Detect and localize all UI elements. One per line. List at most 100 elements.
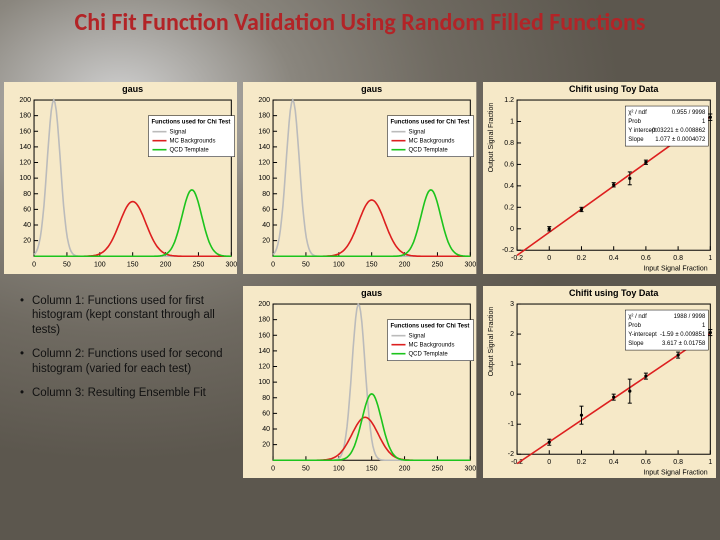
svg-text:300: 300 [465, 465, 477, 472]
svg-text:-0.2: -0.2 [511, 255, 523, 262]
svg-text:1.077 ± 0.0004072: 1.077 ± 0.0004072 [655, 137, 706, 143]
gaus-panel-2-2: 0501001502002503002040608010012014016018… [243, 286, 476, 478]
svg-text:Prob: Prob [628, 119, 641, 125]
svg-text:1: 1 [510, 118, 514, 125]
svg-text:60: 60 [23, 206, 31, 213]
svg-text:gaus: gaus [122, 84, 143, 94]
svg-text:0.8: 0.8 [504, 140, 514, 147]
svg-text:-0.03221 ± 0.008862: -0.03221 ± 0.008862 [650, 128, 706, 134]
svg-text:Signal: Signal [169, 130, 186, 136]
svg-text:gaus: gaus [362, 84, 383, 94]
list-item: Column 2: Functions used for second hist… [20, 347, 230, 376]
svg-text:0: 0 [271, 465, 275, 472]
svg-text:MC Backgrounds: MC Backgrounds [409, 139, 455, 145]
svg-text:-2: -2 [507, 451, 513, 458]
svg-text:20: 20 [263, 442, 271, 449]
svg-text:100: 100 [259, 175, 271, 182]
list-item: Column 3: Resulting Ensemble Fit [20, 386, 230, 400]
svg-text:Output Signal Fraction: Output Signal Fraction [488, 103, 495, 173]
svg-text:χ² / ndf: χ² / ndf [628, 110, 647, 116]
svg-text:QCD Template: QCD Template [409, 148, 449, 154]
svg-text:0: 0 [271, 261, 275, 268]
svg-text:80: 80 [23, 191, 31, 198]
svg-text:40: 40 [23, 222, 31, 229]
svg-text:40: 40 [263, 426, 271, 433]
svg-text:χ² / ndf: χ² / ndf [628, 314, 647, 320]
svg-text:80: 80 [263, 191, 271, 198]
scatter-panel-2-3: -0.200.20.40.60.81-2-10123Input Signal F… [483, 286, 716, 478]
svg-text:QCD Template: QCD Template [409, 352, 449, 358]
svg-text:300: 300 [225, 261, 237, 268]
svg-text:0.2: 0.2 [504, 204, 514, 211]
svg-text:60: 60 [263, 410, 271, 417]
svg-text:Slope: Slope [628, 341, 644, 347]
svg-text:Functions used for Chi Test: Functions used for Chi Test [151, 120, 230, 126]
svg-text:Slope: Slope [628, 137, 644, 143]
svg-text:80: 80 [263, 395, 271, 402]
svg-text:50: 50 [302, 261, 310, 268]
svg-text:-1.59 ± 0.009851: -1.59 ± 0.009851 [660, 332, 706, 338]
svg-text:0.8: 0.8 [673, 459, 683, 466]
svg-text:100: 100 [333, 261, 345, 268]
svg-text:Prob: Prob [628, 323, 641, 329]
svg-text:60: 60 [263, 206, 271, 213]
svg-text:200: 200 [399, 261, 411, 268]
svg-text:200: 200 [160, 261, 172, 268]
svg-text:Signal: Signal [409, 334, 426, 340]
svg-text:50: 50 [302, 465, 310, 472]
svg-text:150: 150 [366, 261, 378, 268]
svg-text:250: 250 [193, 261, 205, 268]
svg-text:150: 150 [127, 261, 139, 268]
svg-text:0: 0 [32, 261, 36, 268]
svg-text:0: 0 [547, 255, 551, 262]
svg-text:Functions used for Chi Test: Functions used for Chi Test [391, 324, 470, 330]
svg-text:250: 250 [432, 261, 444, 268]
scatter-panel-1-3: -0.200.20.40.60.81-0.200.20.40.60.811.2I… [483, 82, 716, 274]
svg-text:100: 100 [19, 175, 31, 182]
svg-text:180: 180 [259, 113, 271, 120]
svg-text:120: 120 [259, 364, 271, 371]
svg-text:0.4: 0.4 [608, 255, 618, 262]
svg-text:200: 200 [259, 301, 271, 308]
svg-text:1: 1 [708, 459, 712, 466]
svg-text:MC Backgrounds: MC Backgrounds [169, 139, 215, 145]
svg-text:0.6: 0.6 [641, 255, 651, 262]
svg-text:3: 3 [510, 301, 514, 308]
svg-text:0.2: 0.2 [576, 255, 586, 262]
svg-text:-1: -1 [507, 421, 513, 428]
svg-text:1: 1 [510, 361, 514, 368]
svg-text:160: 160 [19, 128, 31, 135]
svg-text:50: 50 [63, 261, 71, 268]
svg-text:100: 100 [94, 261, 106, 268]
svg-text:Functions used for Chi Test: Functions used for Chi Test [391, 120, 470, 126]
gaus-panel-1-1: 0501001502002503002040608010012014016018… [4, 82, 237, 274]
svg-text:160: 160 [259, 128, 271, 135]
svg-text:0: 0 [547, 459, 551, 466]
svg-text:Input Signal Fraction: Input Signal Fraction [643, 265, 707, 272]
svg-text:1988 / 9998: 1988 / 9998 [673, 314, 705, 320]
svg-text:Output Signal Fraction: Output Signal Fraction [488, 307, 495, 377]
svg-text:MC Backgrounds: MC Backgrounds [409, 343, 455, 349]
page-title: Chi Fit Function Validation Using Random… [0, 0, 720, 41]
svg-text:2: 2 [510, 331, 514, 338]
svg-text:Y-intercept: Y-intercept [628, 332, 657, 338]
svg-text:Chifit using Toy Data: Chifit using Toy Data [569, 84, 659, 94]
list-item: Column 1: Functions used for first histo… [20, 294, 230, 337]
svg-text:40: 40 [263, 222, 271, 229]
svg-text:0.6: 0.6 [504, 161, 514, 168]
svg-text:200: 200 [399, 465, 411, 472]
svg-text:Chifit using Toy Data: Chifit using Toy Data [569, 288, 659, 298]
chart-row-1: 0501001502002503002040608010012014016018… [4, 82, 716, 274]
svg-text:250: 250 [432, 465, 444, 472]
svg-text:0.4: 0.4 [504, 183, 514, 190]
svg-text:0: 0 [510, 391, 514, 398]
svg-text:100: 100 [259, 379, 271, 386]
svg-text:0.2: 0.2 [576, 459, 586, 466]
svg-text:Input Signal Fraction: Input Signal Fraction [643, 469, 707, 476]
svg-text:140: 140 [259, 348, 271, 355]
gaus-panel-1-2: 0501001502002503002040608010012014016018… [243, 82, 476, 274]
svg-text:120: 120 [259, 160, 271, 167]
svg-text:gaus: gaus [362, 288, 383, 298]
svg-text:150: 150 [366, 465, 378, 472]
svg-text:20: 20 [263, 238, 271, 245]
